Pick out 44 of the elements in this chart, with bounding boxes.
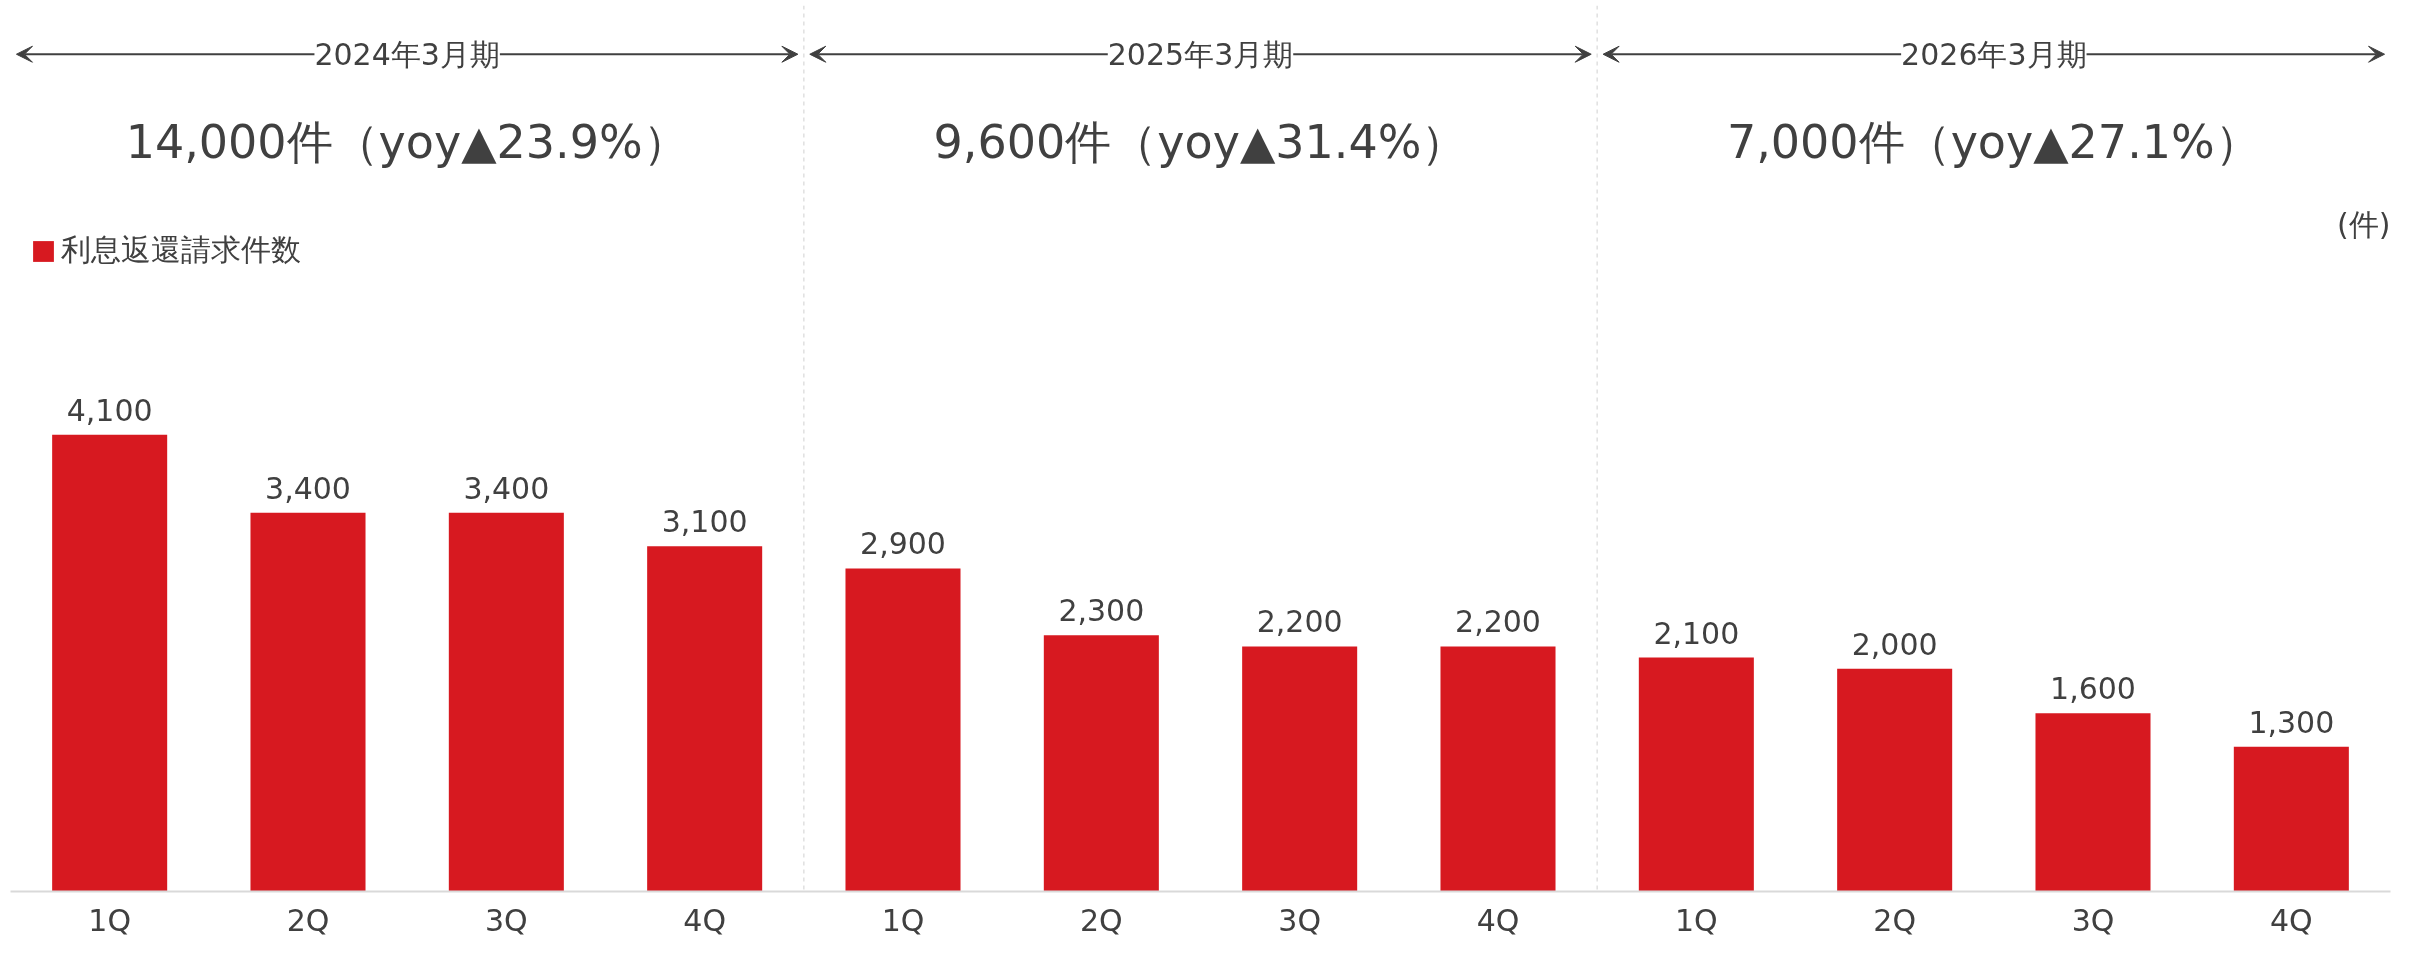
data-label: 3,400 bbox=[265, 470, 351, 506]
data-label: 1,300 bbox=[2248, 704, 2335, 740]
bar bbox=[250, 512, 366, 892]
data-label: 3,100 bbox=[661, 504, 748, 540]
x-tick-label: 4Q bbox=[683, 902, 727, 938]
text: 2024年3月期 bbox=[314, 36, 500, 72]
bar bbox=[448, 512, 564, 892]
data-label: 2,200 bbox=[1256, 604, 1343, 640]
x-tick-label: 2Q bbox=[1873, 902, 1917, 938]
bar bbox=[1043, 635, 1159, 892]
x-tick-label: 3Q bbox=[1278, 902, 1322, 938]
bar bbox=[647, 546, 763, 892]
x-tick-label: 1Q bbox=[1674, 902, 1718, 938]
x-tick-label: 2Q bbox=[286, 902, 330, 938]
data-label: 2,900 bbox=[860, 526, 946, 562]
bar bbox=[1242, 646, 1358, 892]
data-label: 2,200 bbox=[1455, 604, 1541, 640]
legend-label: 利息返還請求件数 bbox=[61, 231, 301, 269]
x-tick-label: 3Q bbox=[2071, 902, 2115, 938]
bar bbox=[845, 568, 961, 892]
data-label: 1,600 bbox=[2050, 671, 2136, 707]
x-tick-label: 3Q bbox=[484, 902, 528, 938]
x-tick-label: 1Q bbox=[881, 902, 925, 938]
bar bbox=[1638, 657, 1754, 892]
bar bbox=[1440, 646, 1556, 892]
bar bbox=[52, 434, 168, 892]
text: 2025年3月期 bbox=[1107, 36, 1294, 72]
data-label: 4,100 bbox=[66, 392, 153, 428]
x-tick-label: 2Q bbox=[1079, 902, 1123, 938]
text: 7,000件（yoy▲27.1%） bbox=[1726, 114, 2261, 169]
text: 2026年3月期 bbox=[1901, 36, 2087, 72]
bar bbox=[2035, 713, 2151, 892]
data-label: 2,100 bbox=[1653, 615, 1740, 651]
bar bbox=[1837, 668, 1953, 892]
x-tick-label: 1Q bbox=[88, 902, 132, 938]
data-label: 2,000 bbox=[1851, 626, 1938, 662]
text: (件) bbox=[2337, 206, 2391, 242]
data-label: 2,300 bbox=[1058, 593, 1145, 629]
x-tick-label: 4Q bbox=[2269, 902, 2313, 938]
x-tick-label: 4Q bbox=[1476, 902, 1520, 938]
text: 9,600件（yoy▲31.4%） bbox=[933, 114, 1468, 169]
bar bbox=[2233, 746, 2349, 892]
data-label: 3,400 bbox=[463, 470, 550, 506]
text: 14,000件（yoy▲23.9%） bbox=[125, 114, 689, 169]
